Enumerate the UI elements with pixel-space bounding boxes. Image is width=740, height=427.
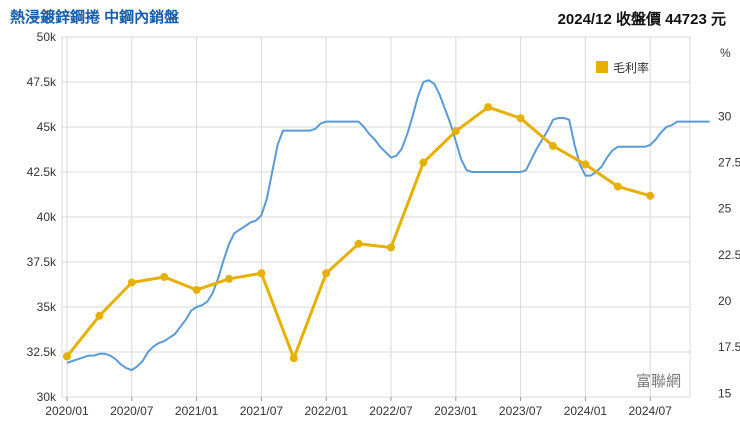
margin-series xyxy=(63,103,655,363)
x-tick-label: 2021/01 xyxy=(175,404,219,418)
y-right-tick: 25 xyxy=(718,202,732,216)
margin-point xyxy=(322,269,331,278)
watermark: 富聯網 xyxy=(636,372,681,390)
x-tick-label: 2020/07 xyxy=(110,404,154,418)
y-left-tick: 30k xyxy=(37,390,57,404)
x-tick-label: 2023/07 xyxy=(499,404,543,418)
x-tick-label: 2024/01 xyxy=(564,404,608,418)
y-right-tick: 17.5 xyxy=(718,340,740,354)
y-left-tick: 40k xyxy=(37,210,57,224)
y-left-tick: 32.5k xyxy=(27,345,57,359)
closing-price-label: 2024/12 收盤價 44723 元 xyxy=(557,11,726,28)
x-tick-label: 2024/07 xyxy=(629,404,673,418)
margin-point xyxy=(289,354,298,363)
margin-point xyxy=(95,311,104,320)
y-left-tick: 45k xyxy=(37,120,57,134)
x-tick-label: 2021/07 xyxy=(240,404,284,418)
margin-point xyxy=(387,243,395,252)
margin-point xyxy=(354,239,363,248)
chart-title: 熱浸鍍鋅鋼捲 中鋼內銷盤 xyxy=(10,9,180,26)
margin-point xyxy=(484,103,493,112)
margin-point xyxy=(613,182,622,191)
margin-line xyxy=(65,105,651,360)
y-right-unit: % xyxy=(720,46,731,60)
margin-point xyxy=(257,269,266,278)
y-axis-left: 30k 32.5k 35k 37.5k 40k 42.5k 45k 47.5k 50k xyxy=(27,30,57,404)
y-left-tick: 50k xyxy=(37,30,57,44)
legend[interactable]: 毛利率 xyxy=(596,60,649,75)
y-right-tick: 20 xyxy=(718,294,732,308)
x-tick-label: 2023/01 xyxy=(434,404,478,418)
y-left-tick: 47.5k xyxy=(27,75,57,89)
margin-point xyxy=(63,352,71,361)
x-axis: 2020/01 2020/07 2021/01 2021/07 2022/01 2022/… xyxy=(45,397,672,418)
price-line xyxy=(66,79,710,371)
y-axis-right: 15 17.5 20 22.5 25 27.5 30 xyxy=(718,109,740,400)
margin-point xyxy=(192,285,201,294)
margin-point xyxy=(549,141,557,150)
x-tick-label: 2022/07 xyxy=(369,404,413,418)
margin-point xyxy=(451,127,460,136)
y-right-tick: 27.5 xyxy=(718,156,740,170)
x-tick-label: 2020/01 xyxy=(45,404,89,418)
y-left-tick: 35k xyxy=(37,300,57,314)
margin-point xyxy=(646,191,655,200)
y-right-tick: 22.5 xyxy=(718,248,740,262)
margin-point xyxy=(581,160,590,169)
margin-point xyxy=(127,278,136,287)
y-right-tick: 15 xyxy=(718,386,732,400)
legend-swatch xyxy=(596,61,608,73)
y-left-tick: 37.5k xyxy=(27,255,57,269)
margin-point xyxy=(160,273,169,281)
grid xyxy=(61,36,691,398)
y-left-tick: 42.5k xyxy=(27,165,57,179)
margin-point xyxy=(516,114,525,123)
y-right-tick: 30 xyxy=(718,109,732,123)
legend-label: 毛利率 xyxy=(613,60,649,75)
margin-point xyxy=(225,274,233,283)
margin-point xyxy=(419,158,428,167)
x-tick-label: 2022/01 xyxy=(305,404,349,418)
price-series xyxy=(66,79,710,371)
